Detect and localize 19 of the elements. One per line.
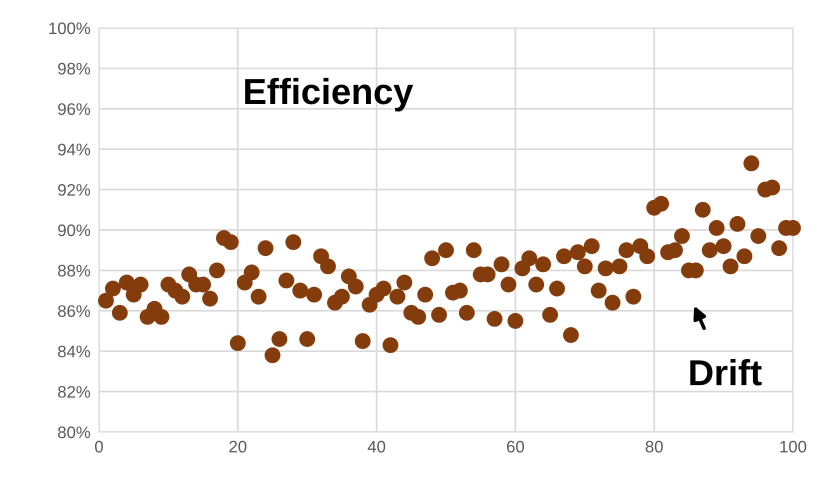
y-tick-label: 100%	[49, 22, 90, 34]
x-tick-label: 100	[780, 440, 806, 453]
y-tick-label: 92%	[58, 184, 90, 196]
annotation: Drift	[690, 359, 762, 386]
y-tick-label: 90%	[58, 224, 90, 236]
y-tick-label: 98%	[58, 62, 90, 75]
x-tick-label: 60	[506, 440, 524, 453]
y-tick-label: 94%	[58, 144, 90, 156]
x-tick-label: 80	[646, 440, 663, 453]
y-tick-label: 80%	[58, 426, 90, 438]
y-tick-label: 96%	[58, 103, 90, 116]
y-tick-label: 86%	[58, 305, 90, 318]
x-tick-label: 40	[368, 440, 386, 453]
text: Efficiency	[245, 78, 414, 112]
x-tick-label: 0	[95, 440, 103, 453]
y-tick-label: 84%	[58, 346, 90, 358]
y-tick-label: 88%	[58, 264, 90, 277]
y-tick-label: 82%	[58, 386, 90, 398]
x-tick-label: 20	[229, 440, 246, 453]
